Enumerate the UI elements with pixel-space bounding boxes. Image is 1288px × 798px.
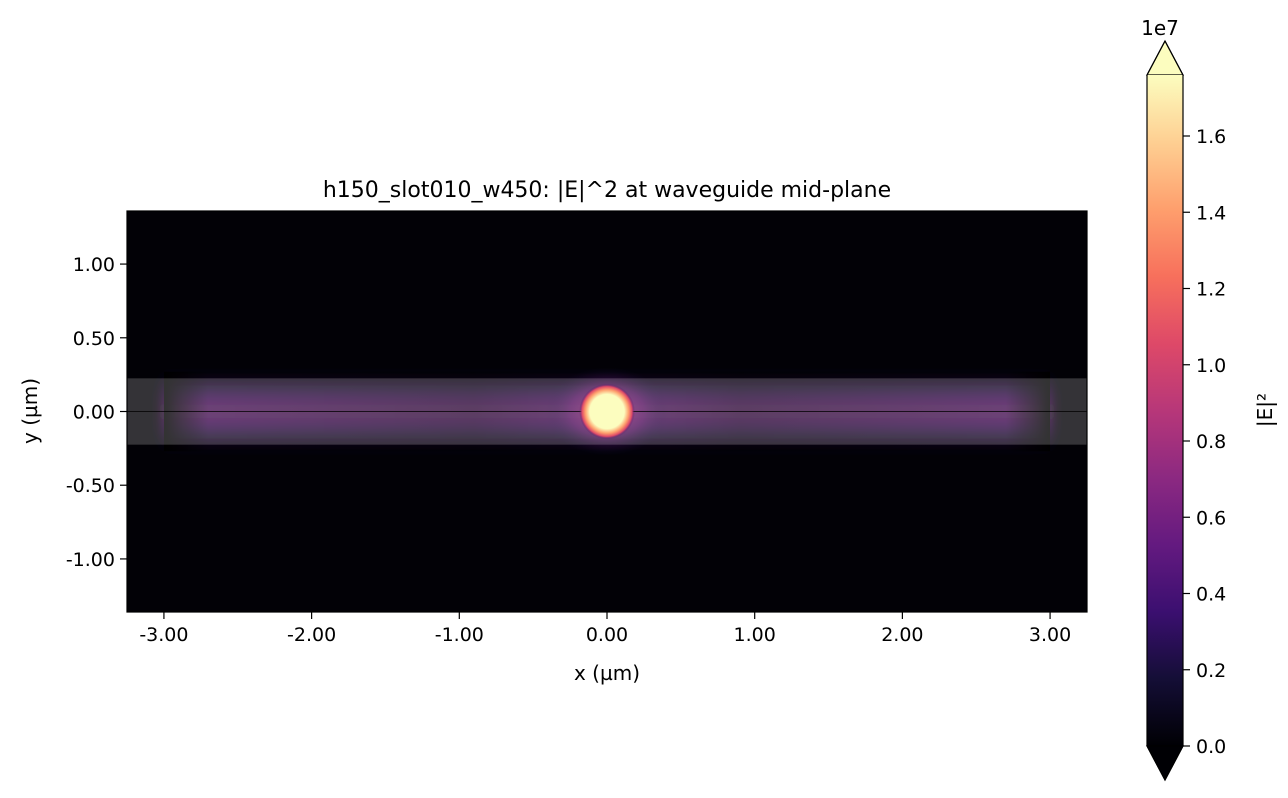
- x-ticks: -3.00 -2.00 -1.00 0.00 1.00 2.00 3.00: [139, 612, 1071, 646]
- y-tick-label: 1.00: [73, 254, 115, 276]
- axes-frame: [126, 210, 1088, 613]
- colorbar-tick-label: 1.6: [1196, 126, 1226, 148]
- y-tick-label: 0.00: [73, 402, 115, 424]
- colorbar-tick-label: 0.8: [1196, 431, 1226, 453]
- x-tick-label: 3.00: [1029, 624, 1071, 646]
- colorbar-tick-label: 1.0: [1196, 355, 1226, 377]
- colorbar-multiplier: 1e7: [1141, 16, 1179, 40]
- x-tick-label: 1.00: [734, 624, 776, 646]
- x-tick-label: 2.00: [881, 624, 923, 646]
- y-ticks: 1.00 0.50 0.00 -0.50 -1.00: [66, 254, 127, 571]
- colorbar-extend-top: [1146, 39, 1184, 76]
- colorbar-tick-label: 0.4: [1196, 584, 1226, 606]
- plot-area: [127, 211, 1087, 612]
- y-tick-label: 0.50: [73, 328, 115, 350]
- x-tick-label: 0.00: [586, 624, 628, 646]
- colorbar-extend-bottom: [1146, 745, 1184, 782]
- y-tick-label: -0.50: [66, 475, 115, 497]
- colorbar-tick-label: 1.2: [1196, 279, 1226, 301]
- x-tick-label: -3.00: [139, 624, 188, 646]
- x-axis-label: x (µm): [574, 661, 640, 685]
- colorbar-label: |E|²: [1253, 393, 1277, 427]
- colorbar-tick-label: 0.6: [1196, 507, 1226, 529]
- y-tick-label: -1.00: [66, 549, 115, 571]
- x-tick-label: -1.00: [435, 624, 484, 646]
- y-axis-label: y (µm): [18, 378, 42, 444]
- colorbar-ticks: 0.0 0.2 0.4 0.6 0.8 1.0 1.2 1.4 1.6: [1183, 126, 1226, 758]
- colorbar: 0.0 0.2 0.4 0.6 0.8 1.0 1.2 1.4 1.6 1e7 |E|²: [1141, 16, 1277, 782]
- chart-title: h150_slot010_w450: |E|^2 at waveguide mi…: [323, 178, 891, 203]
- colorbar-tick-label: 0.0: [1196, 736, 1226, 758]
- colorbar-tick-label: 0.2: [1196, 660, 1226, 682]
- hotspot: [579, 383, 635, 440]
- x-tick-label: -2.00: [287, 624, 336, 646]
- colorbar-gradient: [1147, 75, 1183, 746]
- colorbar-tick-label: 1.4: [1196, 202, 1226, 224]
- colorbar-outline: [1146, 40, 1184, 782]
